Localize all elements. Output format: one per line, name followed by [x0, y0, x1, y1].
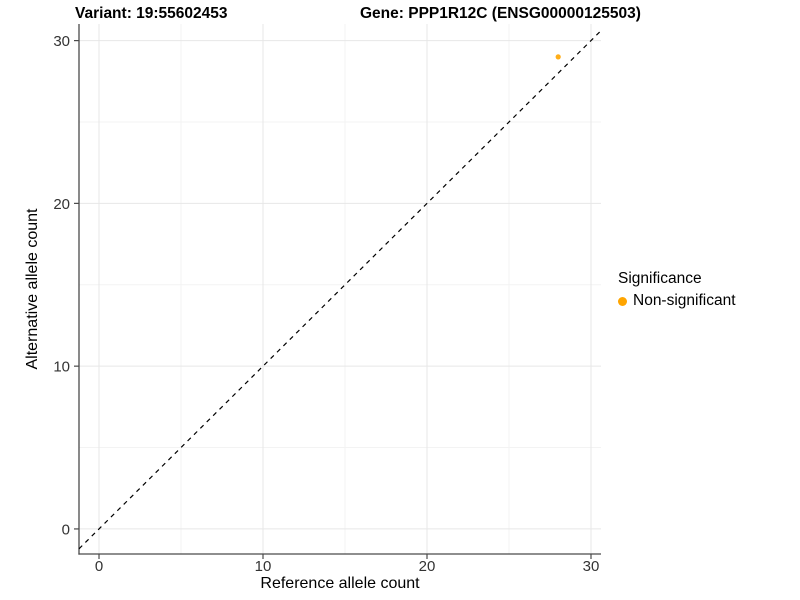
x-tick-label: 0 [95, 558, 103, 575]
legend-entry-label: Non-significant [633, 292, 736, 309]
y-tick-label: 30 [53, 33, 70, 50]
x-tick-label: 20 [419, 558, 436, 575]
legend-point-icon [618, 296, 627, 306]
legend-entry: Non-significant [618, 292, 736, 310]
y-axis-title: Alternative allele count [24, 208, 41, 370]
identity-dashed-line [78, 30, 602, 550]
legend: Significance Non-significant [618, 270, 736, 310]
x-tick-label: 10 [255, 558, 272, 575]
x-axis-title: Reference allele count [260, 575, 420, 592]
legend-title: Significance [618, 270, 702, 287]
x-tick-label: 30 [583, 558, 600, 575]
y-tick-label: 10 [53, 359, 70, 376]
plot-title-variant: Variant: 19:55602453 [75, 5, 228, 22]
plot-title-gene: Gene: PPP1R12C (ENSG00000125503) [360, 5, 641, 22]
y-tick-label: 0 [62, 521, 70, 538]
data-point [555, 54, 561, 60]
y-tick-label: 20 [53, 196, 70, 213]
